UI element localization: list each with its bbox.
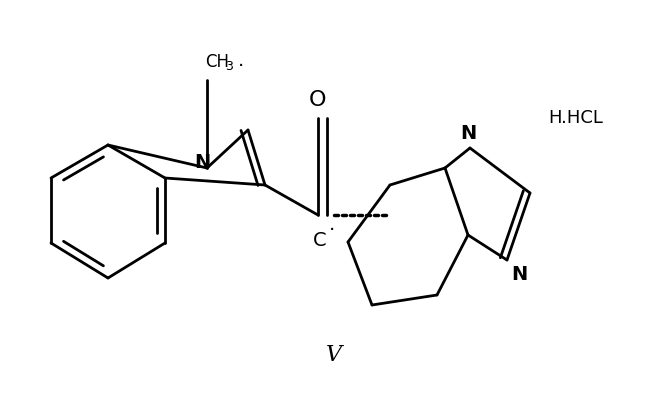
Text: .: . — [329, 215, 335, 235]
Text: H.HCL: H.HCL — [548, 109, 603, 127]
Text: N: N — [194, 154, 210, 173]
Text: N: N — [460, 124, 476, 143]
Text: C: C — [313, 231, 327, 250]
Text: 3: 3 — [225, 59, 233, 72]
Text: .: . — [238, 50, 244, 70]
Text: V: V — [326, 344, 342, 366]
Text: O: O — [308, 90, 326, 110]
Text: N: N — [511, 265, 527, 284]
Text: CH: CH — [205, 53, 229, 71]
